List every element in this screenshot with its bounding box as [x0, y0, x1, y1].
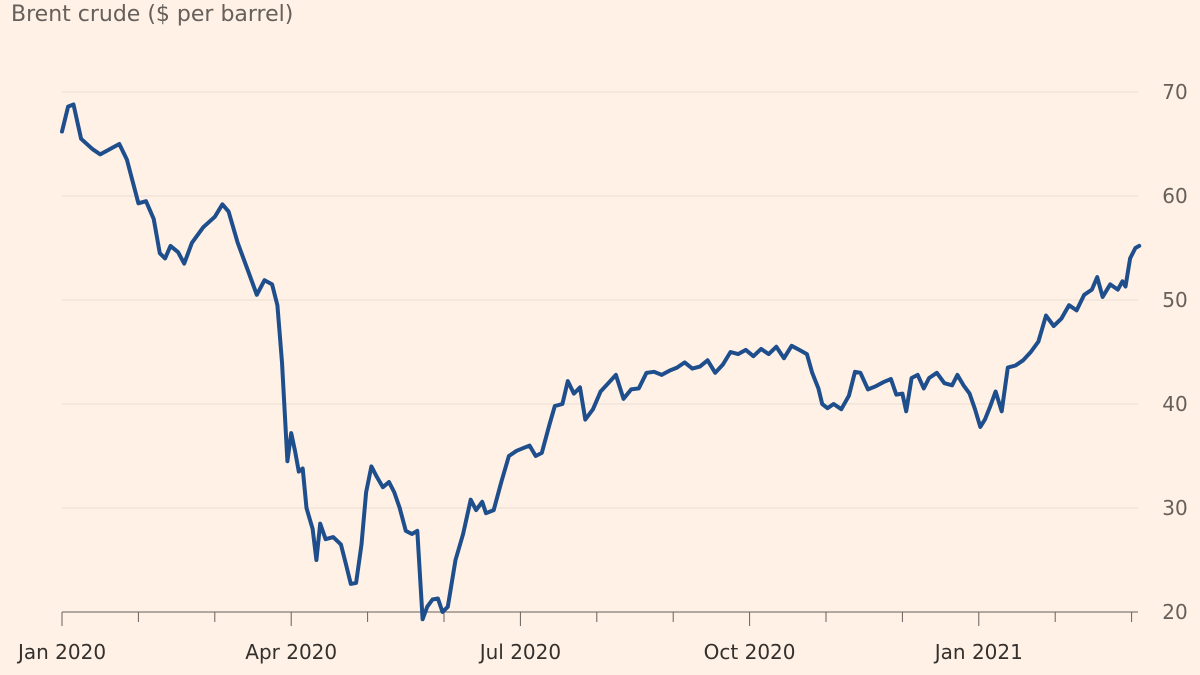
chart-title: Brent crude ($ per barrel): [11, 2, 294, 27]
y-tick-label-30: 30: [1162, 496, 1187, 520]
y-tick-label-60: 60: [1162, 184, 1187, 208]
series-line-brent-crude: [60, 102, 1142, 622]
x-axis: Jan 2020 Apr 2020 Jul 2020 Oct 2020 Jan 2021: [16, 612, 1133, 664]
series-layer: [60, 102, 1142, 622]
y-tick-label-70: 70: [1162, 80, 1187, 104]
x-tick-label: Apr 2020: [245, 640, 337, 664]
y-tick-label-20: 20: [1162, 600, 1187, 624]
x-tick-label: Oct 2020: [704, 640, 796, 664]
x-tick-label: Jan 2020: [16, 640, 106, 664]
y-tick-label-40: 40: [1162, 392, 1187, 416]
x-tick-label: Jan 2021: [933, 640, 1023, 664]
y-tick-label-50: 50: [1162, 288, 1187, 312]
y-axis: 20 30 40 50 60 70: [1162, 80, 1187, 624]
x-tick-label: Jul 2020: [478, 640, 561, 664]
gridlines: [62, 91, 1138, 613]
